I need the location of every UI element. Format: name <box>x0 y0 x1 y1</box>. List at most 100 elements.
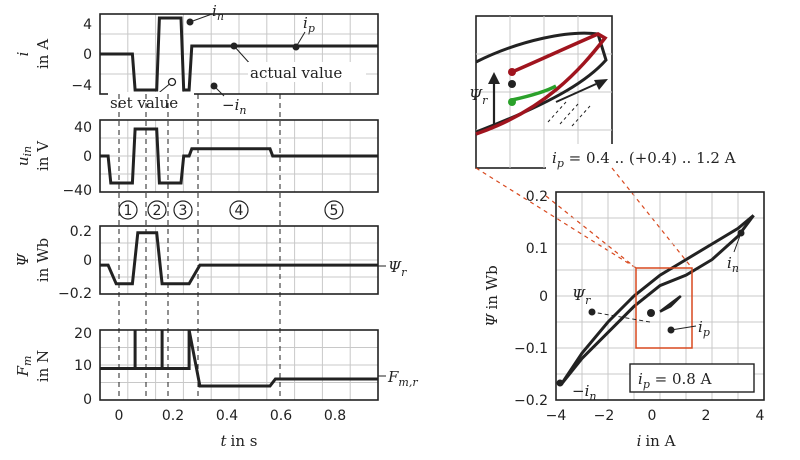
ylabel-psi: Ψ in Wb <box>14 238 52 282</box>
ytick-loop-3: −0.1 <box>514 341 548 357</box>
inset-psi-r-main: Ψ <box>469 86 483 104</box>
inset-dash-1 <box>547 101 567 123</box>
phase-label-3: 3 <box>179 203 188 219</box>
inset-diag-arrow-icon <box>594 79 608 90</box>
phase-circle-3 <box>173 200 193 220</box>
ylabel-i: i in A <box>14 39 52 69</box>
inset-caption: ip = 0.4 .. (+0.4) .. 1.2 A <box>552 149 736 170</box>
inset-dash-3 <box>571 105 591 127</box>
bg-set <box>108 92 194 112</box>
label-i-p-sub: p <box>308 22 315 35</box>
ylabel-uin-sym: uin <box>14 146 34 166</box>
series-loop-minor <box>659 295 682 313</box>
leader-loop-i-n <box>733 232 742 253</box>
panel-uin: 40 0 −40 uin in V <box>14 119 379 199</box>
label-i-n-sub: n <box>217 10 224 23</box>
series-loop-descending <box>560 214 755 386</box>
panel-i: 4 0 −4 i in A in ip actual value set val… <box>14 2 379 117</box>
inset-green-curve <box>511 84 557 102</box>
loop-label-psi-r: Ψr <box>572 286 591 307</box>
loop-label-i-p-sub: p <box>703 326 710 339</box>
label-psi-r-sub: r <box>401 266 407 279</box>
label-minus-i-n-main: −i <box>222 96 240 114</box>
inset-caption-sub: p <box>557 157 564 170</box>
ylabel-i-sym: i <box>14 51 32 56</box>
ylabel-fm: Fm in N <box>14 350 52 382</box>
xtick-loop-1: −2 <box>594 408 615 424</box>
label-minus-i-n: −in <box>222 96 246 117</box>
frame-loop <box>555 191 765 401</box>
ytick-loop-4: −0.2 <box>514 393 548 409</box>
ylabel-loop-text: Ψin Wb <box>483 265 501 326</box>
ytick-psi-0: 0.2 <box>70 224 92 240</box>
xlabel-t-unit: in s <box>231 432 258 450</box>
loop-label-psi-r-main: Ψ <box>572 286 586 304</box>
ylabel-loop-unit: in Wb <box>483 265 501 309</box>
phase-label-1: 1 <box>124 203 133 219</box>
dot-loop-minus-i-n <box>556 379 564 387</box>
inset-up-arrow-icon <box>488 72 500 84</box>
label-fm-r: Fm,r <box>387 368 418 389</box>
ylabel-uin: uin in V <box>14 140 52 171</box>
ytick-i-1: 0 <box>83 47 92 63</box>
label-actual-value: actual value <box>250 64 342 82</box>
loop-label-i-n-sub: n <box>732 262 739 275</box>
phase-label-4: 4 <box>235 203 244 219</box>
xtick-t-1: 0.2 <box>162 408 184 424</box>
dot-actual <box>230 42 238 50</box>
phase-label-2: 2 <box>153 203 162 219</box>
loop-label-i-p-main: i <box>698 318 703 336</box>
grid-fm <box>100 330 378 400</box>
leader-i-n <box>189 13 213 23</box>
inset-diag-arrow-shaft <box>555 83 597 103</box>
phase-circle-1 <box>118 200 138 220</box>
inset-dash-2 <box>559 103 579 125</box>
ylabel-psi-sym: Ψ <box>14 253 32 267</box>
panel-loop: Ψr ip in −in ip = 0.8 A 0.2 0.1 0 −0.1 −… <box>483 189 765 450</box>
loop-label-minus-i-n: −in <box>572 382 596 403</box>
label-i-p: ip <box>303 14 315 35</box>
loop-title: ip = 0.8 A <box>638 370 712 391</box>
inset-green-dot <box>508 98 516 106</box>
ytick-fm-1: 10 <box>74 358 92 374</box>
loop-label-i-p: ip <box>698 318 710 339</box>
zoom-connector-outer <box>545 195 637 269</box>
inset-black-dot <box>508 80 516 88</box>
leader-loop-psi-r <box>591 311 651 323</box>
phase-label-5: 5 <box>330 203 339 219</box>
ylabel-fm-unit: in N <box>34 350 52 382</box>
loop-title-rest: = 0.8 A <box>650 370 712 388</box>
frame-fm <box>99 329 379 401</box>
phase-circle-2 <box>147 200 167 220</box>
ytick-fm-0: 20 <box>74 326 92 342</box>
ylabel-uin-unit: in V <box>34 140 52 171</box>
ytick-i-0: 4 <box>83 17 92 33</box>
inset-red-curve <box>475 32 608 136</box>
label-i-n-main: i <box>212 2 217 20</box>
ylabel-psi-unit: in Wb <box>34 238 52 282</box>
label-i-n: in <box>212 2 224 23</box>
xlabel-loop-unit: in A <box>645 432 675 450</box>
inset-zoom: Ψr ip = 0.4 .. (+0.4) .. 1.2 A <box>469 15 796 170</box>
dot-i-n <box>186 18 194 26</box>
ylabel-uin-main: u <box>14 156 32 166</box>
ylabel-uin-sub: in <box>21 146 34 157</box>
loop-label-i-n-main: i <box>727 254 732 272</box>
label-fm-r-main: F <box>387 368 399 386</box>
inset-psi-r: Ψr <box>469 86 488 107</box>
dot-set <box>167 77 177 87</box>
ylabel-fm-sub: m <box>21 356 34 366</box>
loop-label-minus-i-n-main: −i <box>572 382 590 400</box>
label-psi-r: Ψr <box>388 258 407 279</box>
dot-i-p <box>292 43 300 51</box>
xtick-loop-2: 0 <box>648 408 657 424</box>
xtick-loop-3: 2 <box>702 408 711 424</box>
ylabel-fm-main: F <box>14 365 32 377</box>
xlabel-t-sym: t <box>221 432 228 450</box>
loop-title-box <box>629 363 755 393</box>
ytick-fm-2: 0 <box>83 392 92 408</box>
inset-psi-r-sub: r <box>482 94 488 107</box>
xtick-t-0: 0 <box>115 408 124 424</box>
